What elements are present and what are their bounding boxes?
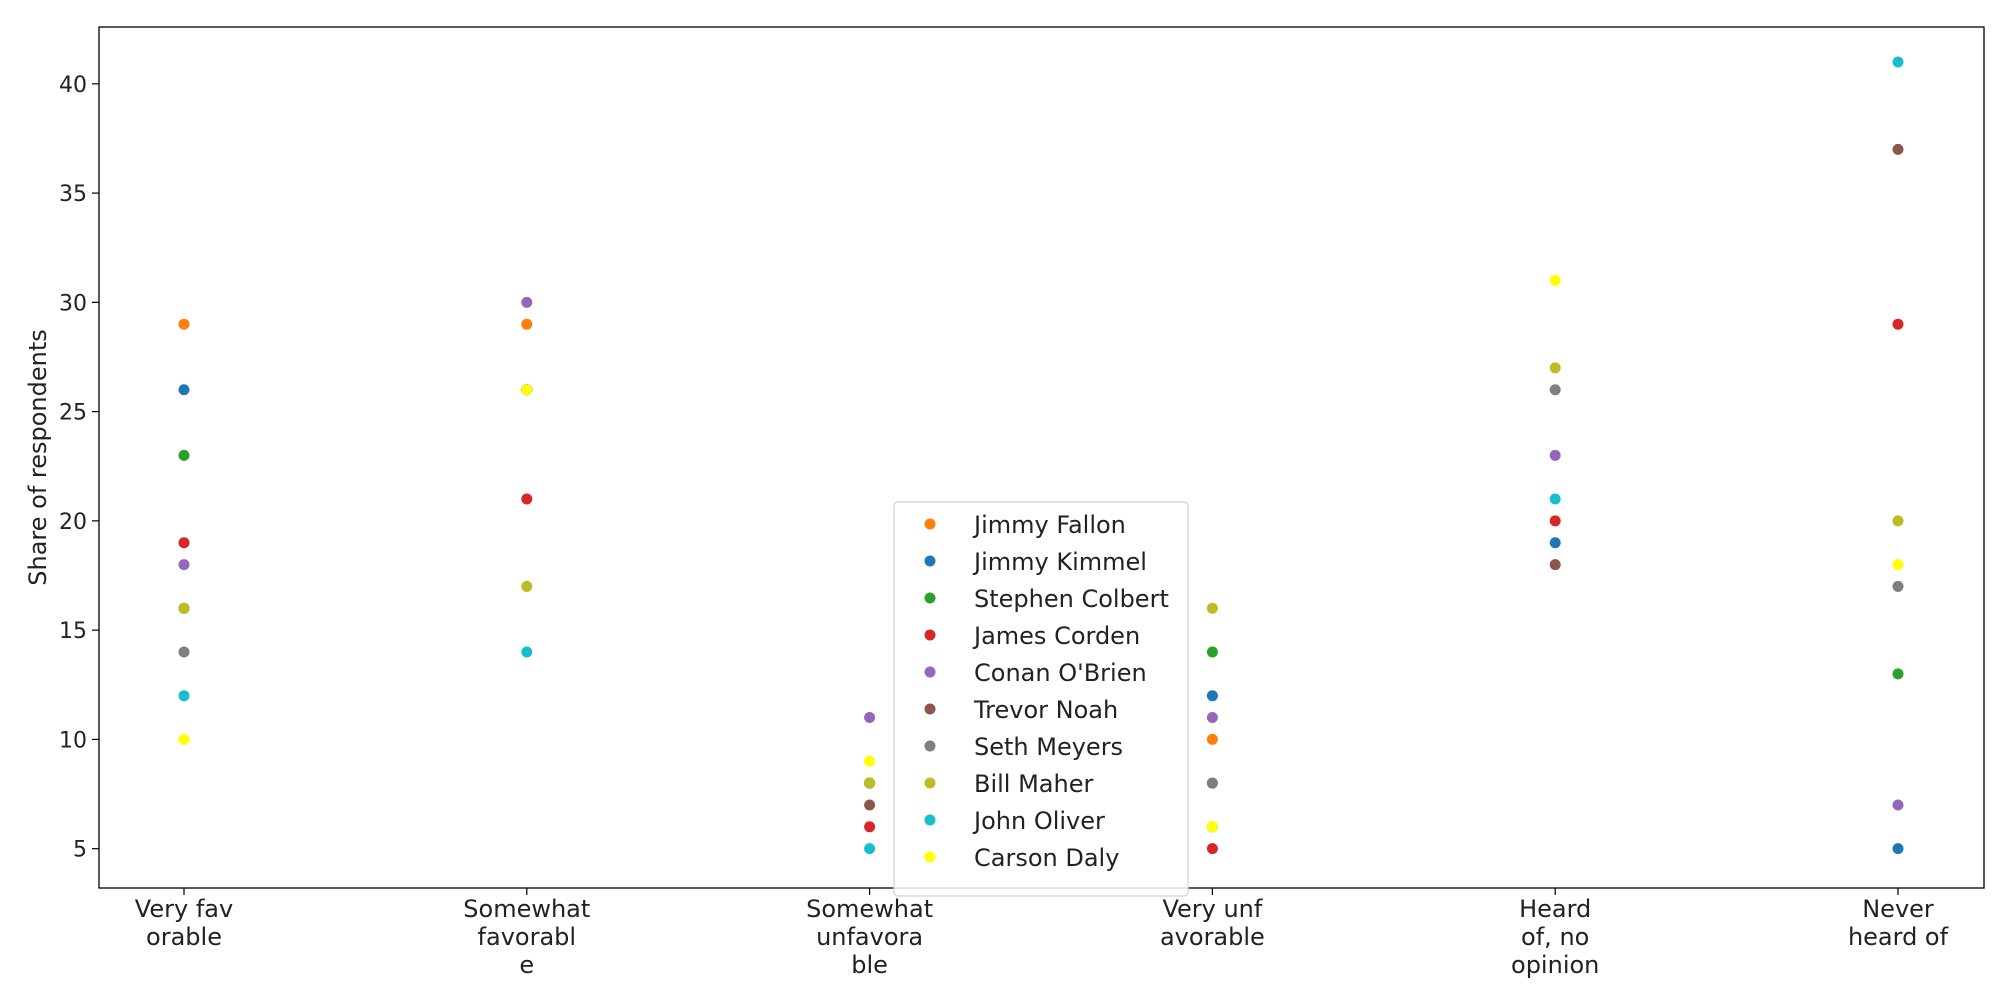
data-point — [521, 493, 533, 505]
legend-label: Conan O'Brien — [974, 659, 1147, 687]
data-point — [864, 799, 876, 811]
data-point — [1892, 668, 1904, 680]
legend-marker — [924, 592, 936, 604]
data-point — [1892, 843, 1904, 855]
data-point — [1892, 515, 1904, 527]
data-point — [1206, 843, 1218, 855]
legend-label: Bill Maher — [974, 770, 1093, 798]
data-point — [521, 646, 533, 658]
data-point — [178, 559, 190, 571]
legend-marker — [924, 777, 936, 789]
legend: Jimmy Fallon Jimmy Kimmel Stephen Colbert J… — [893, 501, 1189, 897]
data-point — [1549, 559, 1561, 571]
data-point — [1892, 56, 1904, 68]
data-point — [178, 690, 190, 702]
x-category-label: Very fav orable — [135, 895, 233, 951]
legend-marker — [924, 851, 936, 863]
data-point — [1206, 690, 1218, 702]
data-point — [521, 384, 533, 396]
legend-label: Seth Meyers — [974, 733, 1123, 761]
data-point — [1892, 580, 1904, 592]
legend-label: John Oliver — [972, 807, 1105, 835]
legend-marker — [924, 666, 936, 678]
data-point — [864, 843, 876, 855]
data-point — [178, 646, 190, 658]
x-category-label: Very unf avorable — [1160, 895, 1265, 951]
data-point — [178, 384, 190, 396]
data-point — [178, 318, 190, 330]
data-point — [1892, 559, 1904, 571]
legend-frame — [893, 501, 1189, 897]
data-point — [864, 821, 876, 833]
y-tick-label: 25 — [59, 401, 87, 426]
x-category-label: Heard of, no opinion — [1511, 895, 1599, 979]
data-point — [1206, 821, 1218, 833]
data-point — [178, 733, 190, 745]
data-point — [1549, 362, 1561, 374]
data-point — [1206, 777, 1218, 789]
data-point — [864, 712, 876, 724]
legend-label: Jimmy Fallon — [972, 511, 1126, 539]
data-point — [1549, 274, 1561, 286]
x-category-label: Never heard of — [1848, 895, 1949, 951]
legend-marker — [924, 703, 936, 715]
data-point — [864, 755, 876, 767]
data-point — [178, 537, 190, 549]
y-tick-label: 35 — [59, 182, 87, 207]
data-point — [1206, 712, 1218, 724]
data-point — [1206, 646, 1218, 658]
legend-marker — [924, 629, 936, 641]
data-point — [1549, 515, 1561, 527]
data-point — [864, 777, 876, 789]
legend-label: James Corden — [972, 622, 1140, 650]
data-point — [1892, 143, 1904, 155]
y-tick-label: 40 — [59, 73, 87, 98]
data-markers — [178, 56, 1904, 855]
data-point — [1892, 799, 1904, 811]
y-tick-label: 10 — [59, 728, 87, 753]
data-point — [1549, 384, 1561, 396]
legend-marker — [924, 740, 936, 752]
x-category-label: Somewhat unfavora ble — [806, 895, 933, 979]
y-axis-label: Share of respondents — [24, 329, 52, 586]
legend-label: Carson Daly — [974, 844, 1119, 872]
data-point — [178, 449, 190, 461]
x-axis: Very fav orable Somewhat favorabl e Somewhat u… — [135, 888, 1949, 979]
legend-marker — [924, 555, 936, 567]
data-point — [521, 318, 533, 330]
data-point — [1549, 449, 1561, 461]
data-point — [521, 580, 533, 592]
y-tick-label: 15 — [59, 619, 87, 644]
data-point — [1549, 493, 1561, 505]
data-point — [1549, 537, 1561, 549]
y-axis: 5 10 15 20 25 30 35 40 — [59, 73, 99, 863]
legend-label: Jimmy Kimmel — [972, 548, 1147, 576]
y-tick-label: 30 — [59, 291, 87, 316]
data-point — [521, 296, 533, 308]
y-tick-label: 5 — [73, 838, 87, 863]
x-category-label: Somewhat favorabl e — [463, 895, 590, 979]
legend-label: Stephen Colbert — [974, 585, 1169, 613]
data-point — [178, 602, 190, 614]
legend-marker — [924, 518, 936, 530]
data-point — [1206, 733, 1218, 745]
y-tick-label: 20 — [59, 510, 87, 535]
data-point — [1892, 318, 1904, 330]
data-point — [1206, 602, 1218, 614]
legend-marker — [924, 814, 936, 826]
legend-label: Trevor Noah — [973, 696, 1118, 724]
